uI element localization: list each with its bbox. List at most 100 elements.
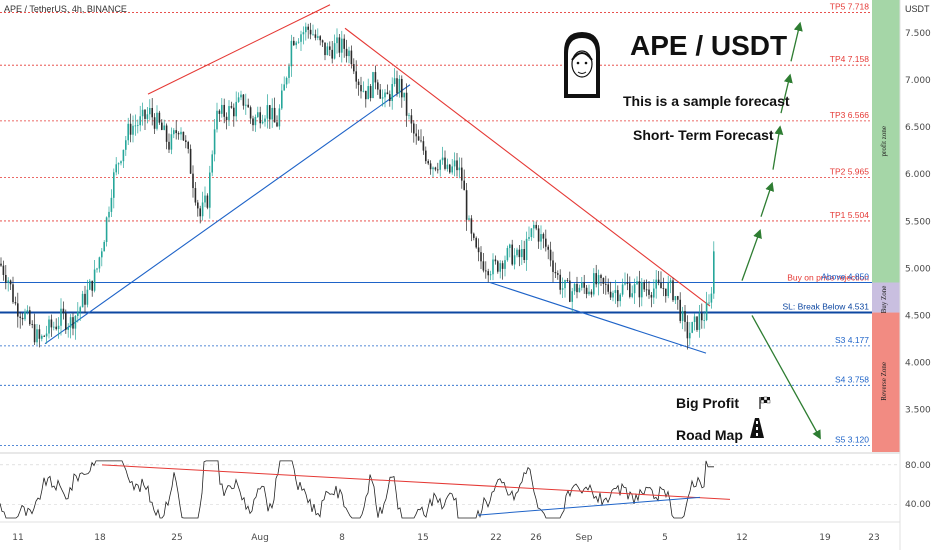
candle-body: [53, 326, 55, 328]
candle-body: [552, 260, 554, 272]
candle-body: [194, 188, 197, 203]
candle-body: [487, 271, 489, 276]
candle-body: [134, 125, 137, 127]
candle-body: [513, 255, 516, 265]
candle-body: [223, 104, 225, 117]
time-axis[interactable]: 11 18 25 Aug 8 15 22 26 Sep 5 12 19 23: [0, 521, 900, 543]
candle-body: [662, 288, 665, 289]
candle-body: [257, 112, 259, 117]
price-tick-label: 4.500: [905, 311, 931, 321]
candle-body: [674, 296, 677, 301]
short-term-forecast-text: Short- Term Forecast: [633, 127, 774, 143]
candle-body: [146, 114, 149, 119]
candle-body: [509, 244, 511, 249]
candle-body: [384, 92, 386, 98]
candle-body: [69, 317, 72, 328]
candle-body: [57, 325, 60, 330]
candle-body: [434, 167, 437, 170]
candle-body: [127, 123, 129, 141]
candle-body: [456, 160, 458, 171]
candle-body: [67, 327, 69, 330]
candle-body: [343, 38, 345, 49]
candle-body: [293, 40, 295, 46]
time-tick-label: Sep: [576, 533, 593, 543]
price-axis[interactable]: 3.500 4.000 4.500 5.000 5.500 6.000 6.500 7.000…: [899, 0, 931, 550]
resistance-trendline: [344, 27, 711, 307]
candle-body: [302, 32, 305, 35]
candle-body: [405, 92, 408, 116]
candle-body: [698, 313, 701, 330]
candle-body: [537, 228, 540, 242]
candle-body: [137, 125, 139, 126]
candle-body: [389, 94, 391, 102]
candle-body: [24, 311, 26, 320]
candle-body: [276, 122, 278, 127]
candle-body: [165, 125, 168, 142]
candle-body: [607, 284, 609, 292]
time-tick-label: 15: [417, 533, 428, 543]
candle-body: [470, 218, 473, 234]
candle-body: [458, 167, 461, 171]
candle-body: [557, 273, 559, 275]
candle-body: [247, 104, 249, 108]
candle-body: [401, 78, 403, 98]
candle-body: [26, 310, 29, 312]
candle-body: [182, 131, 185, 141]
candle-body: [621, 284, 624, 295]
candle-body: [295, 42, 297, 46]
time-tick-label: 8: [339, 533, 345, 543]
candle-body: [528, 237, 530, 239]
candle-body: [14, 302, 17, 304]
candle-body: [645, 289, 648, 291]
candle-body: [593, 273, 595, 295]
candle-body: [391, 83, 393, 102]
candle-body: [559, 274, 561, 290]
candle-body: [643, 282, 645, 290]
forecast-up-arrow: [741, 228, 762, 281]
candle-body: [48, 319, 50, 334]
time-tick-label: 23: [868, 533, 879, 543]
trendlines: [44, 4, 711, 354]
candle-body: [590, 291, 593, 295]
candle-body: [605, 283, 607, 285]
level-label: TP2 5.965: [830, 167, 869, 177]
candle-body: [578, 287, 581, 293]
candle-body: [113, 172, 115, 198]
candle-body: [252, 118, 254, 126]
candle-body: [353, 64, 355, 72]
candle-body: [703, 320, 705, 321]
candle-body: [499, 263, 501, 272]
candle-body: [554, 271, 557, 274]
candle-body: [441, 157, 444, 161]
candle-body: [398, 78, 401, 94]
candle-body: [17, 303, 19, 317]
candle-body: [571, 291, 573, 302]
candle-body: [396, 78, 398, 94]
candle-body: [708, 302, 710, 304]
candle-body: [600, 275, 602, 279]
candle-body: [331, 49, 333, 59]
candle-body: [144, 109, 146, 119]
candle-body: [357, 81, 360, 86]
forecast-up-arrow: [760, 181, 775, 217]
candle-body: [485, 270, 487, 272]
candle-body: [372, 72, 374, 99]
candle-body: [132, 125, 134, 135]
candle-body: [511, 244, 513, 265]
candle-body: [696, 316, 698, 330]
candle-body: [273, 107, 276, 123]
candle-body: [542, 234, 545, 239]
candle-body: [62, 308, 65, 314]
forecast-arrows: [741, 21, 821, 440]
candle-body: [449, 164, 451, 173]
candle-body: [581, 282, 583, 288]
candle-body: [81, 293, 84, 308]
candle-body: [283, 84, 285, 91]
candle-body: [444, 157, 446, 169]
level-label: S4 3.758: [835, 374, 869, 384]
candle-body: [614, 290, 617, 293]
candle-body: [350, 50, 353, 65]
forecast-down-arrow: [751, 315, 821, 440]
candle-body: [213, 129, 216, 155]
